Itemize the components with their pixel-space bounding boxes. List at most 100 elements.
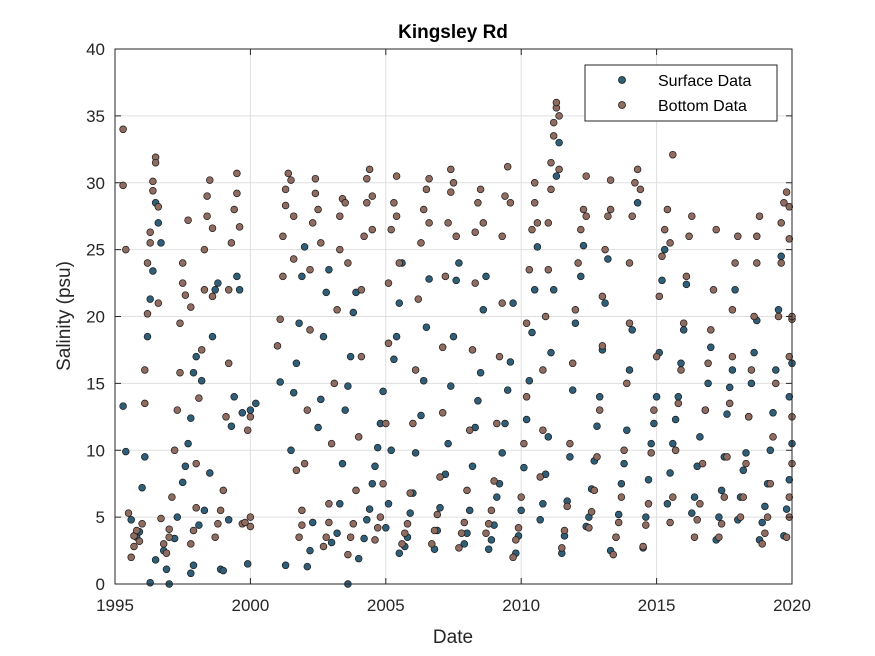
data-point <box>187 414 195 422</box>
data-point <box>655 292 664 301</box>
data-point <box>119 402 127 410</box>
data-point <box>192 352 200 361</box>
x-tick-label: 1995 <box>96 596 134 615</box>
data-point <box>479 306 488 314</box>
data-point <box>593 453 601 461</box>
series-bottom <box>119 98 796 562</box>
data-point <box>625 319 634 327</box>
data-point <box>157 239 165 247</box>
data-point <box>178 259 187 267</box>
data-point <box>660 225 669 234</box>
data-point <box>701 406 710 414</box>
y-tick-label: 15 <box>86 374 105 393</box>
data-point <box>141 366 149 374</box>
data-point <box>284 169 293 178</box>
data-point <box>411 449 420 457</box>
data-point <box>168 493 176 501</box>
data-point <box>777 252 785 261</box>
data-point <box>368 225 377 234</box>
data-point <box>444 439 452 448</box>
data-point <box>493 493 501 501</box>
data-point <box>625 366 634 374</box>
y-tick-label: 35 <box>86 107 105 126</box>
data-point <box>669 439 677 448</box>
x-tick-label: 2015 <box>638 596 676 615</box>
data-point <box>777 259 785 267</box>
data-point <box>650 419 658 428</box>
data-point <box>346 533 355 541</box>
data-point <box>392 172 401 180</box>
data-point <box>533 219 542 227</box>
data-point <box>314 205 322 214</box>
data-point <box>663 500 672 508</box>
data-point <box>484 545 493 553</box>
data-point <box>173 513 182 521</box>
data-point <box>463 486 471 495</box>
data-point <box>636 185 645 194</box>
data-point <box>189 368 198 377</box>
data-point <box>447 382 455 390</box>
data-point <box>436 504 444 512</box>
data-point <box>292 466 301 475</box>
data-point <box>452 276 460 285</box>
data-point <box>723 410 731 418</box>
data-point <box>195 521 203 529</box>
data-point <box>574 259 582 267</box>
data-point <box>281 561 290 570</box>
data-point <box>216 506 225 515</box>
data-point <box>685 232 693 241</box>
data-point <box>739 466 748 475</box>
data-point <box>530 286 539 294</box>
data-point <box>560 526 569 535</box>
data-point <box>595 406 604 414</box>
data-point <box>322 533 330 541</box>
data-point <box>571 306 580 314</box>
data-point <box>717 520 726 528</box>
data-point <box>633 199 642 207</box>
data-point <box>753 259 761 267</box>
data-point <box>395 299 404 307</box>
data-point <box>763 513 772 521</box>
data-point <box>203 212 211 220</box>
data-point <box>141 453 149 461</box>
data-point <box>696 500 704 508</box>
data-point <box>568 386 577 394</box>
data-point <box>539 366 547 374</box>
data-point <box>208 292 217 301</box>
data-point <box>235 286 244 294</box>
data-point <box>336 245 344 254</box>
data-point <box>772 366 780 374</box>
data-point <box>200 286 209 294</box>
data-point <box>479 219 488 227</box>
data-point <box>346 352 355 361</box>
data-point <box>457 529 466 537</box>
data-point <box>530 179 539 187</box>
data-point <box>455 544 463 552</box>
data-point <box>176 368 184 377</box>
data-point <box>539 500 547 508</box>
data-point <box>417 411 425 420</box>
data-point <box>365 165 374 174</box>
data-point <box>325 500 333 508</box>
data-point <box>384 339 393 348</box>
data-point <box>363 516 371 524</box>
data-point <box>219 566 228 575</box>
data-point <box>233 169 241 178</box>
data-point <box>292 359 301 368</box>
data-point <box>623 379 631 388</box>
data-point <box>368 479 377 488</box>
data-point <box>390 199 398 207</box>
data-point <box>476 368 485 377</box>
data-point <box>246 406 255 414</box>
data-point <box>669 150 677 159</box>
data-point <box>612 533 620 541</box>
data-point <box>178 279 187 287</box>
y-tick-label: 30 <box>86 174 105 193</box>
data-point <box>189 561 198 570</box>
data-point <box>154 299 163 307</box>
data-point <box>533 243 542 251</box>
data-point <box>688 212 696 220</box>
data-point <box>782 505 791 513</box>
legend-marker-surface <box>618 76 626 84</box>
data-point <box>327 439 336 448</box>
